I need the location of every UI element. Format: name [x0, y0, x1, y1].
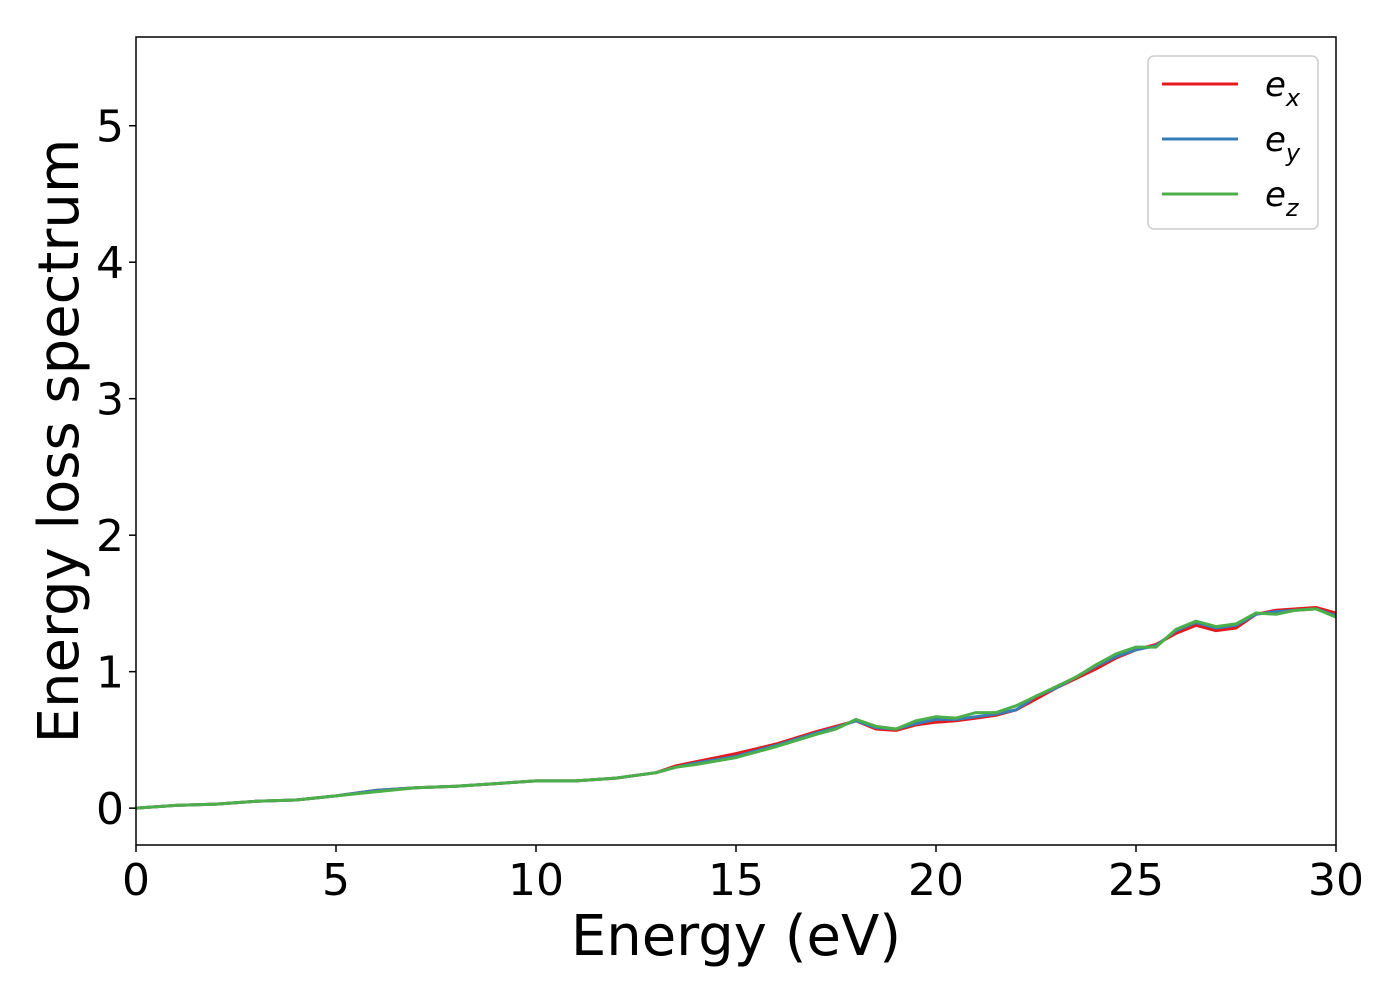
legend-label-base: e: [1265, 65, 1286, 105]
x-tick-label: 15: [708, 855, 764, 906]
series-line-ez: [136, 607, 1336, 810]
x-tick-label: 25: [1108, 855, 1164, 906]
legend-frame: [1147, 55, 1319, 230]
legend-label-ex: ex: [1265, 65, 1301, 112]
legend-label-subscript: y: [1285, 139, 1301, 167]
series-line-ey: [136, 607, 1336, 810]
series-line-ex: [136, 606, 1336, 810]
y-tick-label: 5: [96, 102, 124, 153]
series-layer: [136, 606, 1336, 810]
legend-label-ey: ey: [1265, 120, 1301, 167]
legend-label-ez: ez: [1265, 175, 1300, 222]
x-tick-label: 30: [1308, 855, 1364, 906]
x-tick-label: 10: [508, 855, 564, 906]
x-tick-label: 20: [908, 855, 964, 906]
y-tick-label: 4: [96, 238, 124, 289]
y-tick-label: 3: [96, 375, 124, 426]
y-axis-label: Energy loss spectrum: [27, 139, 92, 744]
legend-label-subscript: x: [1285, 84, 1301, 112]
legend-label-base: e: [1265, 175, 1286, 215]
legend-label-subscript: z: [1285, 194, 1300, 222]
y-tick-label: 1: [96, 648, 124, 699]
ticks-layer: 0 5 10 15 20 25 30 0 1 2 3 4 5: [96, 102, 1364, 906]
y-tick-label: 0: [96, 784, 124, 835]
y-tick-label: 2: [96, 511, 124, 562]
x-tick-label: 5: [322, 855, 350, 906]
x-axis-label: Energy (eV): [571, 904, 901, 969]
legend-label-base: e: [1265, 120, 1286, 160]
x-tick-label: 0: [122, 855, 150, 906]
